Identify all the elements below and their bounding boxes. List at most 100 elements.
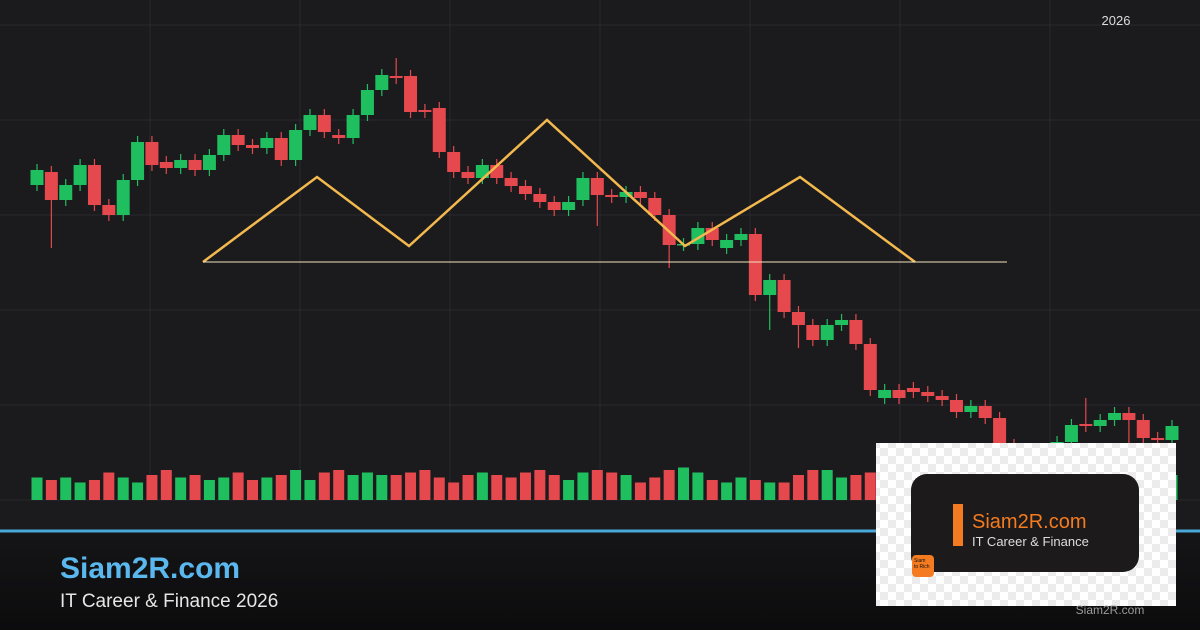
candle-body [619,192,633,197]
volume-bar [60,477,72,500]
candle-body [188,160,202,170]
volume-bar [45,480,57,500]
subtitle: IT Career & Finance 2026 [60,591,278,612]
logo-badge [912,555,934,577]
volume-bar [764,482,776,500]
candle-body [633,192,647,198]
volume-bar [476,472,488,500]
candle-body [174,160,188,168]
volume-bar [88,480,100,500]
volume-bar [347,475,359,500]
volume-bar [103,472,115,500]
logo-badge-text: Siam to Rich [914,558,930,570]
site-name: Siam2R.com [60,552,240,585]
volume-bar [519,472,531,500]
candle-body [935,396,949,400]
candle-body [1122,413,1136,420]
volume-bar [836,477,848,500]
volume-bar [333,470,345,500]
candle-body [863,344,877,390]
candle-body [360,90,374,115]
candle-body [562,202,576,210]
candle-body [217,135,231,155]
logo-badge-box: Siam to Rich [914,558,930,570]
volume-bar [534,470,546,500]
candle-body [303,115,317,130]
candle-body [547,202,561,210]
volume-bar [433,477,445,500]
candle-body [734,234,748,240]
candle-body [605,195,619,197]
logo-tagline: IT Career & Finance [972,534,1089,549]
candle-body [533,194,547,202]
candle-body [1165,426,1179,440]
candle-body [576,178,590,200]
candle-body [145,142,159,165]
candle-body [30,170,44,185]
volume-bar [117,477,129,500]
volume-bar [721,482,733,500]
logo-site: Siam2R.com [972,511,1086,533]
volume-bar [275,475,287,500]
candle-body [332,135,346,138]
volume-bar [548,475,560,500]
candle-body [159,162,173,168]
volume-bar [591,470,603,500]
candle-body [246,145,260,148]
candle-body [461,172,475,178]
volume-bar [218,477,230,500]
volume-bar [634,482,646,500]
volume-bar [74,482,86,500]
candle-body [317,115,331,132]
candles [30,58,1179,500]
candle-body [978,406,992,418]
candle-body [44,172,58,200]
candle-body [1108,413,1122,420]
volume-bar [850,475,862,500]
candle-body [921,392,935,396]
candle-body [346,115,360,138]
volume-bar [749,480,761,500]
candle-body [906,388,920,392]
candle-body [648,198,662,215]
volume-bar [807,470,819,500]
logo-card [911,474,1139,572]
candle-body [806,325,820,340]
volume-bar [620,475,632,500]
candle-body [849,320,863,344]
candle-body [763,280,777,295]
candle-body [116,180,130,215]
volume-bar [132,482,144,500]
volume-bar [462,475,474,500]
volume-bar [864,472,876,500]
volume-bar [175,477,187,500]
candle-body [590,178,604,195]
volume-bar [318,472,330,500]
candle-body [1136,420,1150,438]
background-grid [0,0,1200,501]
candle-body [791,312,805,325]
volume-bar [232,472,244,500]
volume-bar [304,480,316,500]
candle-body [892,390,906,398]
volume-bar [577,472,589,500]
candle-body [418,110,432,112]
candle-body [1064,425,1078,442]
volume-bar [821,470,833,500]
candle-body [375,75,389,90]
candle-body [404,76,418,112]
volume-bar [247,480,259,500]
candle-body [518,186,532,194]
volume-bar [663,470,675,500]
volume-bar [505,477,517,500]
candle-body [289,130,303,160]
candle-body [1093,420,1107,426]
candle-body [748,234,762,295]
candle-body [87,165,101,205]
candle-body [432,108,446,152]
candle-body [504,178,518,186]
candle-body [447,152,461,172]
volume-bar [448,482,460,500]
